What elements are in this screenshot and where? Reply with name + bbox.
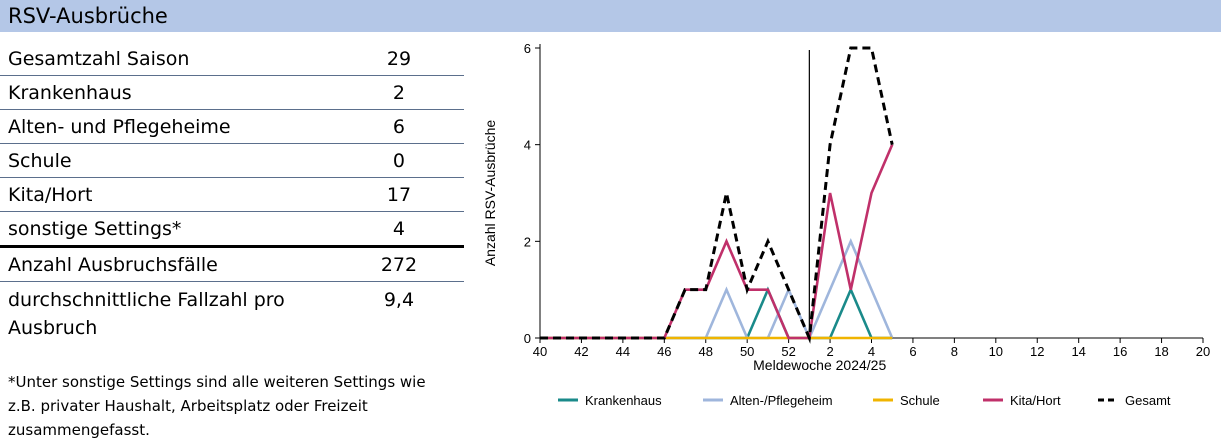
- stats-label: Gesamtzahl Saison: [0, 42, 334, 76]
- x-tick-label: 44: [616, 344, 630, 359]
- x-tick-label: 46: [657, 344, 671, 359]
- legend-label: Gesamt: [1125, 393, 1171, 408]
- stats-row: Alten- und Pflegeheime 6: [0, 109, 464, 144]
- stats-label: Schule: [0, 143, 334, 178]
- stats-value: 17: [333, 177, 464, 212]
- y-tick-label: 4: [524, 138, 531, 153]
- x-tick-label: 50: [740, 344, 754, 359]
- stats-value: 29: [333, 42, 464, 76]
- series-line-alten-pflegeheim: [540, 238, 894, 342]
- y-tick-label: 2: [524, 234, 531, 249]
- x-tick-label: 16: [1113, 344, 1127, 359]
- series-line-gesamt: [540, 46, 894, 344]
- y-tick-label: 6: [524, 41, 531, 56]
- stats-table: Gesamtzahl Saison 29 Krankenhaus 2 Alten…: [0, 42, 464, 342]
- stats-label: Krankenhaus: [0, 75, 334, 110]
- legend-label: Schule: [900, 393, 940, 408]
- stats-label: Anzahl Ausbruchsfälle: [0, 246, 334, 282]
- stats-row: durchschnittliche Fallzahl pro Ausbruch …: [0, 282, 464, 343]
- stats-row: Anzahl Ausbruchsfälle 272: [0, 246, 464, 282]
- header-title: RSV-Ausbrüche: [8, 4, 168, 28]
- x-tick-label: 6: [909, 344, 916, 359]
- x-tick-label: 20: [1196, 344, 1210, 359]
- x-tick-label: 40: [533, 344, 547, 359]
- stats-label: durchschnittliche Fallzahl pro Ausbruch: [8, 289, 285, 339]
- x-tick-label: 12: [1030, 344, 1044, 359]
- x-tick-label: 18: [1154, 344, 1168, 359]
- stats-row: Krankenhaus 2: [0, 75, 464, 110]
- x-tick-label: 8: [951, 344, 958, 359]
- stats-value: 2: [333, 75, 464, 110]
- stats-value: 9,4: [383, 289, 415, 311]
- legend-label: Alten-/Pflegeheim: [730, 393, 833, 408]
- stats-row: sonstige Settings* 4: [0, 211, 464, 248]
- stats-row: Gesamtzahl Saison 29: [0, 42, 464, 76]
- x-tick-label: 52: [781, 344, 795, 359]
- stats-value: 6: [333, 109, 464, 144]
- stats-row: Kita/Hort 17: [0, 177, 464, 212]
- stats-label: sonstige Settings*: [0, 211, 334, 248]
- x-tick-label: 42: [574, 344, 588, 359]
- x-tick-label: 2: [826, 344, 833, 359]
- legend-label: Krankenhaus: [585, 393, 662, 408]
- y-axis-title: Anzahl RSV-Ausbrüche: [482, 120, 498, 267]
- header-bar: RSV-Ausbrüche: [0, 0, 1221, 32]
- y-tick-label: 0: [524, 331, 531, 346]
- x-tick-label: 10: [989, 344, 1003, 359]
- stats-label: Kita/Hort: [0, 177, 334, 212]
- x-tick-label: 48: [699, 344, 713, 359]
- footnote: *Unter sonstige Settings sind alle weite…: [8, 373, 426, 439]
- stats-value: 4: [333, 211, 464, 248]
- stats-row: Schule 0: [0, 143, 464, 178]
- legend-label: Kita/Hort: [1010, 393, 1061, 408]
- x-axis-title: Meldewoche 2024/25: [753, 357, 886, 373]
- stats-value: 272: [333, 246, 464, 282]
- stats-value: 0: [333, 143, 464, 178]
- x-tick-label: 4: [868, 344, 875, 359]
- x-tick-label: 14: [1071, 344, 1085, 359]
- stats-label: Alten- und Pflegeheime: [0, 109, 334, 144]
